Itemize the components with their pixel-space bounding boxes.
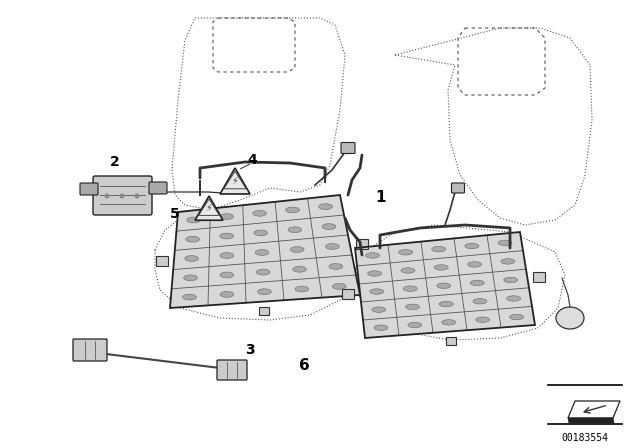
Ellipse shape (220, 292, 234, 297)
Ellipse shape (439, 302, 453, 307)
Polygon shape (195, 196, 223, 220)
Ellipse shape (332, 284, 346, 289)
Ellipse shape (556, 307, 584, 329)
Polygon shape (446, 337, 456, 345)
Ellipse shape (220, 272, 234, 278)
Ellipse shape (401, 268, 415, 273)
Polygon shape (534, 272, 545, 282)
Text: ⚡: ⚡ (205, 203, 212, 213)
Ellipse shape (220, 233, 234, 239)
Polygon shape (568, 401, 620, 418)
Ellipse shape (185, 256, 198, 261)
Ellipse shape (365, 253, 380, 258)
Ellipse shape (507, 296, 520, 301)
Ellipse shape (322, 224, 336, 229)
Ellipse shape (403, 286, 417, 291)
Ellipse shape (257, 289, 271, 295)
Ellipse shape (432, 246, 445, 252)
Polygon shape (170, 195, 360, 308)
Polygon shape (220, 168, 250, 194)
Text: 2: 2 (110, 155, 120, 169)
Ellipse shape (406, 304, 419, 310)
Ellipse shape (509, 314, 524, 320)
Text: 00183554: 00183554 (561, 433, 609, 443)
Ellipse shape (329, 263, 342, 269)
Polygon shape (342, 289, 354, 299)
Ellipse shape (255, 250, 269, 255)
FancyBboxPatch shape (93, 176, 152, 215)
FancyBboxPatch shape (80, 183, 98, 195)
Ellipse shape (220, 253, 234, 258)
Ellipse shape (468, 262, 481, 267)
Polygon shape (568, 418, 614, 423)
Ellipse shape (498, 240, 512, 246)
Ellipse shape (374, 325, 388, 330)
Circle shape (104, 194, 109, 198)
Ellipse shape (399, 250, 413, 255)
Ellipse shape (319, 204, 332, 210)
Ellipse shape (186, 237, 200, 242)
Ellipse shape (476, 317, 490, 323)
Ellipse shape (184, 275, 197, 280)
Ellipse shape (295, 286, 308, 292)
Ellipse shape (292, 267, 307, 272)
FancyBboxPatch shape (341, 142, 355, 154)
Polygon shape (156, 256, 168, 266)
Ellipse shape (370, 289, 384, 294)
Text: 3: 3 (245, 343, 255, 357)
Ellipse shape (253, 211, 266, 216)
Ellipse shape (442, 319, 456, 325)
FancyBboxPatch shape (451, 183, 465, 193)
FancyBboxPatch shape (149, 182, 167, 194)
Text: 4: 4 (247, 153, 257, 167)
Ellipse shape (435, 265, 448, 270)
Ellipse shape (220, 214, 234, 220)
Text: ⚡: ⚡ (232, 176, 239, 186)
Ellipse shape (408, 322, 422, 328)
Ellipse shape (368, 271, 381, 276)
Ellipse shape (257, 269, 270, 275)
Ellipse shape (501, 258, 515, 264)
Polygon shape (355, 232, 535, 338)
Text: 1: 1 (376, 190, 386, 205)
Text: 5: 5 (170, 207, 180, 221)
Ellipse shape (285, 207, 300, 213)
FancyBboxPatch shape (73, 339, 107, 361)
Ellipse shape (465, 243, 479, 249)
Polygon shape (356, 239, 368, 249)
Ellipse shape (473, 298, 487, 304)
FancyBboxPatch shape (217, 360, 247, 380)
Text: 6: 6 (299, 358, 309, 373)
Ellipse shape (436, 283, 451, 289)
Circle shape (134, 194, 140, 198)
Ellipse shape (291, 246, 304, 252)
Ellipse shape (187, 217, 200, 223)
Ellipse shape (182, 294, 196, 300)
Ellipse shape (470, 280, 484, 285)
Ellipse shape (326, 244, 339, 250)
Polygon shape (259, 307, 269, 315)
Ellipse shape (504, 277, 518, 283)
Circle shape (120, 194, 125, 198)
Ellipse shape (372, 307, 386, 312)
Ellipse shape (254, 230, 268, 236)
Ellipse shape (288, 227, 301, 233)
